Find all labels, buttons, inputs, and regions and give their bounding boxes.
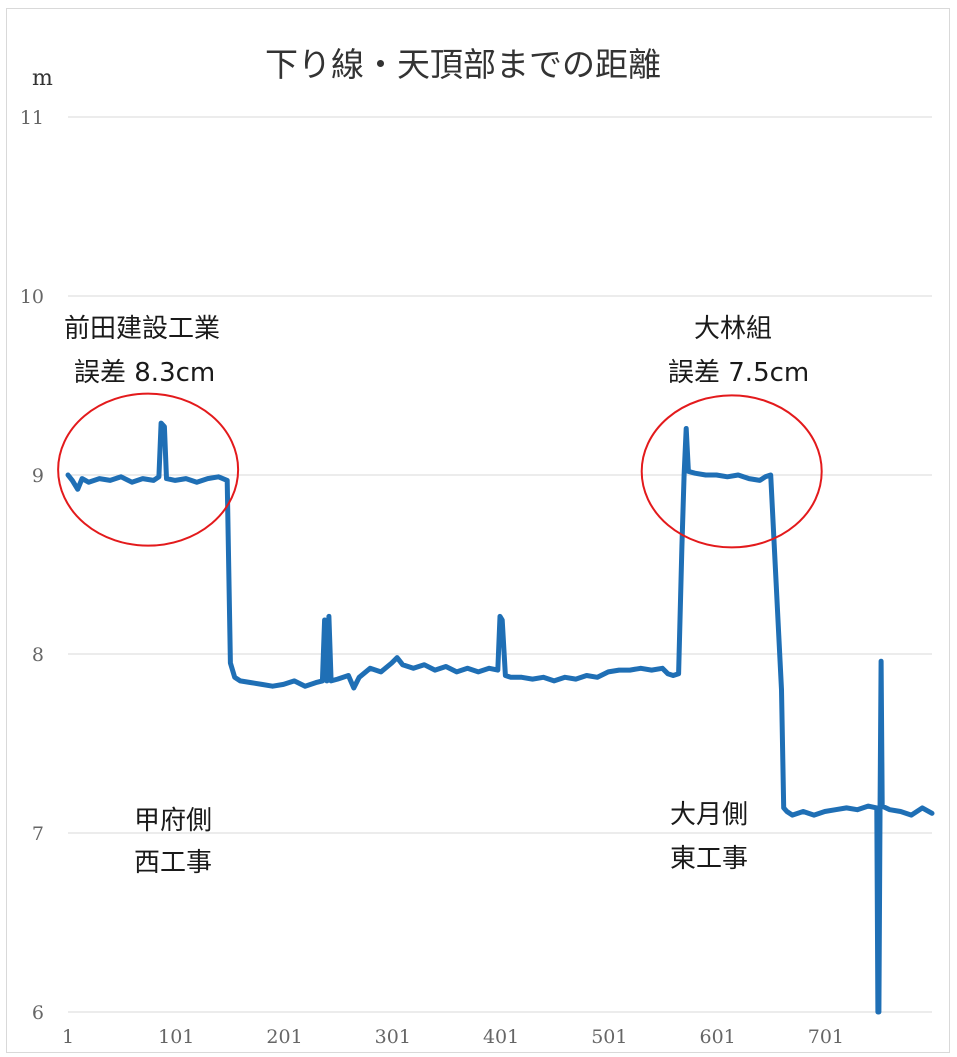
x-tick-label-1: 1 (62, 1026, 74, 1048)
x-tick-label-201: 201 (266, 1026, 302, 1048)
y-tick-label-11: 11 (20, 107, 44, 129)
annotation-obayashi-error: 誤差 7.5cm (668, 358, 810, 388)
annotation-east-works: 東工事 (670, 844, 749, 874)
x-tick-label-101: 101 (158, 1026, 194, 1048)
chart-frame (6, 8, 950, 1053)
x-tick-label-301: 301 (375, 1026, 411, 1048)
annotation-west-works: 西工事 (134, 848, 213, 878)
x-tick-label-601: 601 (699, 1026, 735, 1048)
x-tick-label-401: 401 (483, 1026, 519, 1048)
y-tick-label-9: 9 (32, 465, 44, 487)
y-tick-label-10: 10 (20, 286, 44, 308)
series-line-0 (65, 420, 935, 1015)
highlight-circle-1 (640, 394, 823, 549)
y-tick-label-6: 6 (32, 1002, 44, 1024)
chart-title: 下り線・天頂部までの距離 (265, 45, 661, 84)
annotation-otsuki-side: 大月側 (670, 800, 749, 830)
y-axis-unit: m (32, 66, 53, 91)
x-tick-label-501: 501 (591, 1026, 627, 1048)
annotation-maeda-company: 前田建設工業 (64, 314, 221, 344)
annotation-maeda-error: 誤差 8.3cm (74, 358, 216, 388)
annotation-kofu-side: 甲府側 (134, 806, 213, 836)
highlight-circle-0 (57, 392, 240, 547)
annotation-obayashi-company: 大林組 (694, 314, 773, 344)
y-tick-label-7: 7 (32, 823, 44, 845)
y-tick-label-8: 8 (32, 644, 44, 666)
x-tick-label-701: 701 (808, 1026, 844, 1048)
